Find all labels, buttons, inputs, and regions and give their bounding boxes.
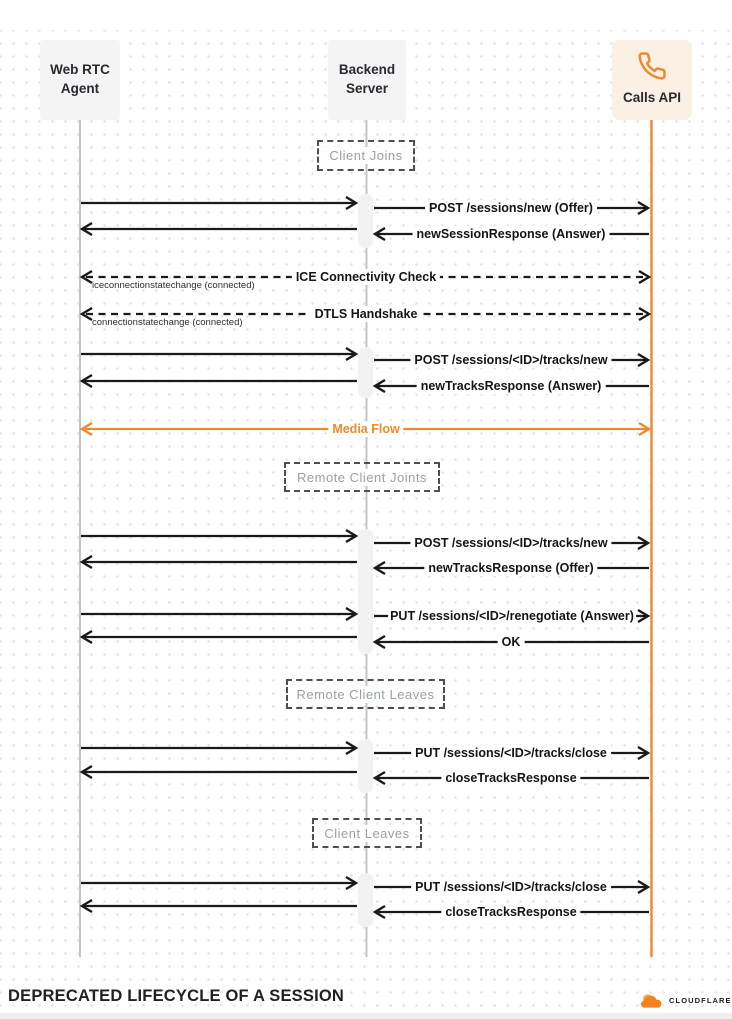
- message-label-media-flow: Media Flow: [328, 421, 404, 437]
- note-connection-state: connectionstatechange (connected): [92, 317, 243, 328]
- message-label-new-tracks-response-offer: newTracksResponse (Offer): [424, 560, 598, 576]
- actor-webrtc-agent-label: Web RTC Agent: [50, 62, 110, 96]
- message-label-ice-check: ICE Connectivity Check: [291, 269, 441, 285]
- activation-bars: [358, 194, 373, 927]
- group-remote-client-joins-label: Remote Client Joints: [292, 468, 432, 486]
- message-label-put-renegotiate: PUT /sessions/<ID>/renegotiate (Answer): [388, 608, 636, 624]
- group-remote-client-joins: Remote Client Joints: [284, 462, 440, 492]
- message-label-post-tracks-new-1: POST /sessions/<ID>/tracks/new: [410, 352, 612, 368]
- cloudflare-logo: CLOUDFLARE: [639, 992, 732, 1009]
- actor-backend-server-label: Backend Server: [338, 62, 396, 96]
- activation-bar: [358, 529, 373, 654]
- message-label-post-sessions-new: POST /sessions/new (Offer): [425, 200, 597, 216]
- note-ice-connection-state: iceconnectionstatechange (connected): [92, 280, 255, 291]
- actor-webrtc-agent: Web RTC Agent: [40, 40, 120, 120]
- diagram-title: DEPRECATED LIFECYCLE OF A SESSION: [8, 987, 345, 1005]
- activation-bar: [358, 347, 373, 398]
- activation-bar: [358, 739, 373, 793]
- group-remote-client-leaves-label: Remote Client Leaves: [291, 685, 440, 703]
- message-label-ok: OK: [497, 634, 525, 650]
- message-label-close-tracks-response-1: closeTracksResponse: [441, 770, 581, 786]
- message-label-close-tracks-response-2: closeTracksResponse: [441, 904, 581, 920]
- activation-bar: [358, 873, 373, 927]
- cloudflare-cloud-icon: [641, 994, 662, 1008]
- message-label-new-tracks-response-answer: newTracksResponse (Answer): [416, 378, 606, 394]
- cloudflare-brand-text: CLOUDFLARE: [669, 996, 732, 1005]
- message-label-put-tracks-close-2: PUT /sessions/<ID>/tracks/close: [411, 879, 611, 895]
- group-client-joins: Client Joins: [317, 140, 415, 171]
- group-client-leaves: Client Leaves: [312, 818, 422, 848]
- group-client-joins-label: Client Joins: [324, 147, 408, 164]
- message-label-post-tracks-new-2: POST /sessions/<ID>/tracks/new: [410, 535, 612, 551]
- group-client-leaves-label: Client Leaves: [319, 824, 415, 842]
- phone-icon: [638, 52, 666, 80]
- group-remote-client-leaves: Remote Client Leaves: [286, 679, 445, 709]
- message-label-dtls-handshake: DTLS Handshake: [310, 306, 422, 322]
- actor-calls-api-label: Calls API: [622, 90, 682, 105]
- message-label-put-tracks-close-1: PUT /sessions/<ID>/tracks/close: [411, 745, 611, 761]
- bottom-edge-strip: [0, 1013, 732, 1019]
- activation-bar: [358, 194, 373, 248]
- actor-backend-server: Backend Server: [328, 40, 406, 120]
- actor-calls-api: Calls API: [612, 40, 692, 120]
- message-label-new-session-response: newSessionResponse (Answer): [412, 226, 610, 242]
